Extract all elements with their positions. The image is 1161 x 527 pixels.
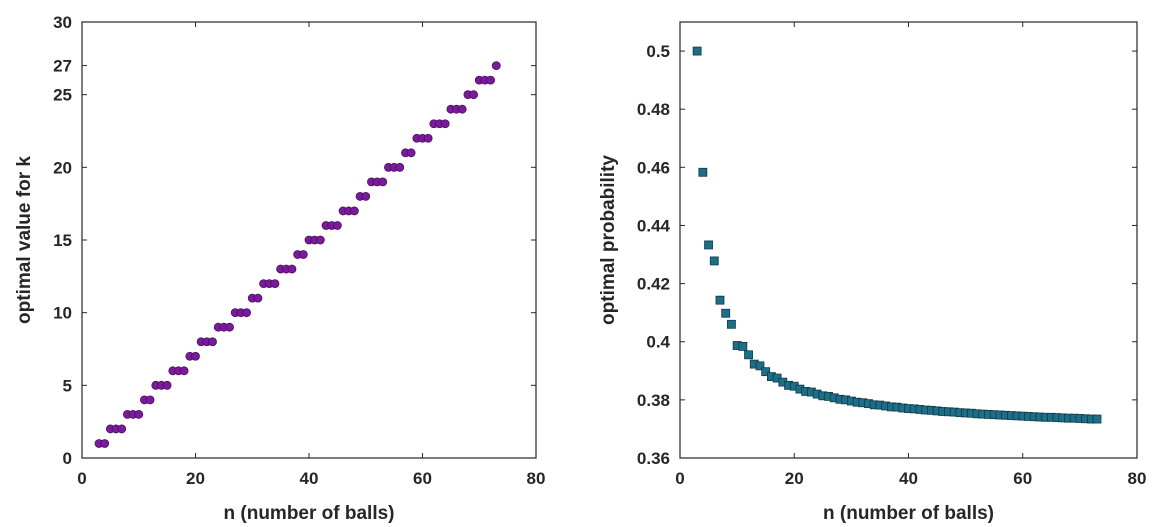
data-point: [179, 366, 189, 376]
data-point: [378, 177, 388, 187]
data-point: [134, 409, 144, 419]
x-tick-label: 20: [186, 469, 205, 488]
y-tick-label: 0.36: [637, 449, 670, 468]
y-axis-label: optimal probability: [598, 155, 619, 325]
data-point: [704, 240, 713, 250]
data-point: [727, 319, 736, 329]
x-axis-label: n (number of balls): [823, 503, 994, 524]
y-tick-label: 30: [53, 13, 72, 32]
data-point: [361, 191, 371, 201]
data-point: [287, 264, 297, 274]
data-point: [721, 308, 731, 318]
y-tick-label: 0.44: [637, 216, 671, 235]
y-tick-label: 0.4: [646, 333, 670, 352]
data-point: [406, 148, 416, 158]
data-point: [242, 308, 251, 318]
data-point: [349, 206, 359, 216]
data-point: [440, 119, 450, 129]
data-point: [486, 75, 496, 85]
x-tick-label: 0: [77, 469, 86, 488]
data-point: [145, 395, 155, 405]
data-point: [208, 337, 217, 347]
data-point: [315, 235, 325, 245]
plot-frame: [679, 21, 1138, 459]
data-point: [162, 380, 172, 390]
x-tick-label: 0: [675, 469, 684, 488]
data-point: [423, 133, 433, 143]
data-point: [117, 424, 127, 434]
data-point: [298, 250, 308, 259]
data-point: [225, 322, 234, 332]
y-tick-label: 5: [63, 376, 72, 395]
data-point: [270, 279, 280, 289]
x-tick-label: 20: [785, 469, 804, 488]
data-point: [715, 295, 725, 305]
y-tick-label: 15: [53, 231, 72, 250]
data-point: [332, 221, 342, 230]
y-tick-label: 10: [53, 304, 72, 323]
data-point: [191, 351, 200, 361]
data-point: [253, 293, 263, 303]
data-point: [755, 361, 765, 371]
y-tick-label: 0.38: [637, 391, 670, 410]
y-tick-label: 27: [53, 57, 72, 76]
y-tick-label: 0.42: [637, 275, 670, 294]
data-point: [491, 61, 501, 70]
data-point: [738, 341, 748, 351]
data-point: [761, 367, 771, 377]
y-tick-label: 0.46: [637, 158, 670, 177]
data-point: [457, 104, 467, 114]
y-tick-label: 0.5: [646, 42, 670, 61]
data-point: [709, 256, 719, 266]
x-axis-label: n (number of balls): [224, 503, 395, 524]
data-point: [100, 439, 110, 448]
x-tick-label: 60: [413, 469, 432, 488]
data-point: [395, 162, 405, 172]
x-tick-label: 40: [899, 469, 918, 488]
data-point: [698, 167, 708, 177]
x-tick-label: 60: [1013, 469, 1032, 488]
left-chart: 0 20 40 60 80 0 5 10 15 20 25 27 30 n (number of ball…: [14, 13, 545, 524]
x-tick-label: 80: [1128, 469, 1147, 488]
y-axis-label: optimal value for k: [14, 156, 35, 324]
y-tick-label: 0.48: [637, 100, 670, 119]
data-point: [692, 46, 702, 56]
y-tick-label: 0: [63, 449, 72, 468]
data-point: [469, 90, 478, 100]
y-tick-label: 25: [53, 86, 72, 105]
data-point: [744, 350, 753, 360]
x-tick-label: 80: [527, 469, 546, 488]
y-tick-label: 20: [53, 158, 72, 177]
x-tick-label: 40: [300, 469, 319, 488]
right-chart: 0 20 40 60 80 0.36 0.38 0.4 0.42 0.44 0.46 0.48 0.5 n…: [598, 21, 1147, 524]
data-point: [1092, 414, 1102, 424]
